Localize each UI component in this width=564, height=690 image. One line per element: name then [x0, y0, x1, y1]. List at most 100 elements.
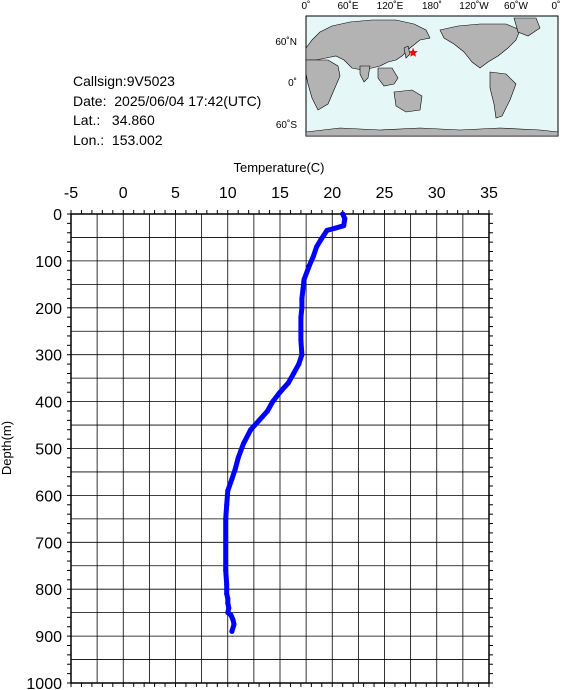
x-tick-label: 5 — [171, 185, 180, 202]
series-layer — [223, 211, 348, 634]
lat-row: Lat.: 34.860 — [73, 111, 261, 131]
land-antarctica — [305, 127, 559, 137]
profile-point — [301, 277, 307, 283]
y-tick-labels: 0 100 200 300 400 500 600 700 800 900 1000 — [26, 207, 62, 690]
y-axis-label: Depth(m) — [0, 421, 14, 475]
profile-point — [256, 417, 262, 423]
y-tick-label: 300 — [35, 348, 62, 365]
profile-point — [314, 244, 320, 250]
date-row: Date: 2025/06/04 17:42(UTC) — [73, 92, 261, 112]
station-info: Callsign:9V5023 Date: 2025/06/04 17:42(U… — [73, 72, 261, 150]
profile-point — [270, 399, 276, 405]
profile-point — [232, 467, 238, 473]
x-tick-label: 25 — [376, 185, 394, 202]
profile-point — [230, 617, 236, 623]
profile-point — [298, 338, 304, 344]
y-tick-label: 0 — [53, 207, 62, 224]
profile-point — [231, 621, 237, 627]
map-lon-labels: 0˚ 60˚E 120˚E 180˚ 120˚W 60˚W 0˚ — [302, 0, 561, 12]
profile-point — [310, 253, 316, 259]
world-map: 0˚ 60˚E 120˚E 180˚ 120˚W 60˚W 0˚ 60˚N 0˚… — [275, 0, 561, 137]
plot-grid — [71, 214, 489, 683]
map-lat-label: 60˚N — [275, 36, 297, 48]
land-seasia — [377, 67, 399, 87]
x-tick-label: -5 — [64, 185, 78, 202]
profile-point — [224, 591, 230, 597]
map-lon-label: 0˚ — [302, 0, 311, 12]
profile-point — [225, 600, 231, 606]
y-tick-label: 100 — [35, 254, 62, 271]
temperature-profile-line — [223, 211, 348, 634]
date-value: 2025/06/04 17:42(UTC) — [114, 92, 262, 109]
y-tick-label: 900 — [35, 629, 62, 646]
map-lat-label: 0˚ — [288, 77, 297, 89]
lon-value: 153.002 — [111, 131, 163, 148]
callsign-row: Callsign:9V5023 — [73, 72, 261, 92]
map-lon-label: 60˚E — [337, 0, 358, 12]
lat-value: 34.860 — [111, 112, 155, 128]
land-japan — [403, 45, 411, 59]
profile-point — [341, 223, 347, 229]
profile-point — [235, 455, 241, 461]
land-india — [359, 65, 371, 83]
x-tick-label: 10 — [219, 185, 237, 202]
profile-point — [299, 352, 305, 358]
land-northamerica — [439, 23, 521, 69]
profile-point — [224, 502, 230, 508]
profile-point — [291, 371, 297, 376]
x-tick-label: 15 — [271, 185, 289, 202]
profile-point — [224, 582, 230, 587]
land-africa — [305, 59, 341, 111]
land-greenland — [513, 17, 541, 37]
profile-point — [299, 295, 305, 301]
map-lat-label: 60˚S — [276, 119, 297, 131]
profile-point — [248, 427, 254, 433]
profile-point — [332, 225, 338, 231]
x-tick-labels: -5 0 5 10 15 20 25 30 35 — [64, 185, 498, 202]
map-land — [305, 17, 559, 137]
profile-point — [299, 305, 305, 311]
map-lat-labels: 60˚N 0˚ 60˚S — [275, 36, 297, 131]
y-tick-label: 1000 — [26, 676, 62, 690]
land-australia — [393, 89, 423, 113]
map-lon-label: 120˚W — [459, 0, 489, 12]
profile-point — [321, 232, 327, 238]
profile-point — [340, 211, 346, 217]
profile-point — [296, 361, 302, 367]
profile-point — [223, 539, 229, 545]
profile-point — [229, 628, 235, 634]
map-lon-label: 60˚W — [504, 0, 528, 12]
profile-point — [318, 237, 324, 243]
y-tick-label: 600 — [35, 488, 62, 505]
x-tick-label: 0 — [119, 185, 128, 202]
profile-point — [223, 567, 229, 573]
profile-point — [300, 286, 306, 292]
map-lon-label: 180˚ — [422, 0, 442, 12]
y-tick-label: 500 — [35, 442, 62, 459]
profile-point — [229, 476, 235, 482]
y-tick-label: 700 — [35, 535, 62, 552]
y-tick-label: 200 — [35, 301, 62, 318]
x-axis-label: Temperature(C) — [233, 160, 324, 175]
profile-point — [277, 389, 283, 395]
profile-point — [298, 314, 304, 320]
date-label: Date: — [73, 92, 107, 109]
callsign-value: 9V5023 — [126, 73, 175, 89]
profile-point — [226, 605, 232, 611]
lat-label: Lat.: — [73, 112, 101, 128]
map-lon-label: 0˚ — [552, 0, 561, 12]
x-tick-label: 20 — [323, 185, 341, 202]
profile-point — [223, 516, 229, 522]
x-tick-label: 35 — [480, 185, 498, 202]
land-southamerica — [489, 71, 517, 119]
lon-row: Lon.: 153.002 — [73, 131, 261, 151]
map-lon-label: 120˚E — [377, 0, 404, 12]
callsign-label: Callsign: — [73, 73, 127, 89]
profile-point — [342, 216, 348, 222]
profile-point — [265, 408, 270, 414]
profile-point — [225, 596, 231, 602]
lon-label: Lon.: — [73, 131, 105, 148]
profile-point — [324, 227, 330, 233]
profile-point — [228, 612, 234, 618]
